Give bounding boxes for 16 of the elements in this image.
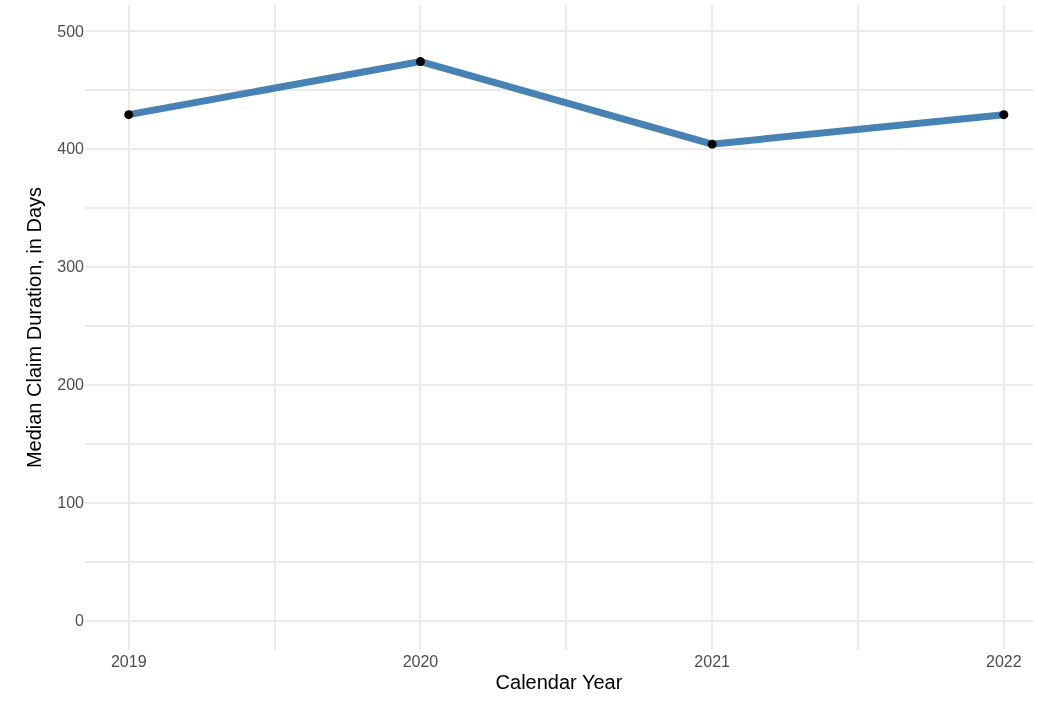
y-tick-label: 400 xyxy=(57,140,85,158)
point xyxy=(999,110,1009,120)
y-tick-label: 0 xyxy=(75,612,85,630)
point xyxy=(124,110,134,120)
y-axis-title: Median Claim Duration, in Days xyxy=(22,186,45,469)
y-tick-label: 100 xyxy=(57,494,85,512)
x-tick-label: 2021 xyxy=(694,653,731,670)
x-tick-label: 2019 xyxy=(110,653,147,670)
y-tick-label: 500 xyxy=(57,22,85,40)
point xyxy=(415,57,425,67)
x-tick-label: 2022 xyxy=(986,653,1022,670)
point xyxy=(707,139,717,149)
y-tick-label: 200 xyxy=(57,376,85,394)
x-axis-title: Calendar Year xyxy=(495,670,623,693)
y-tick-label: 300 xyxy=(57,258,85,276)
x-tick-label: 2020 xyxy=(402,653,439,670)
